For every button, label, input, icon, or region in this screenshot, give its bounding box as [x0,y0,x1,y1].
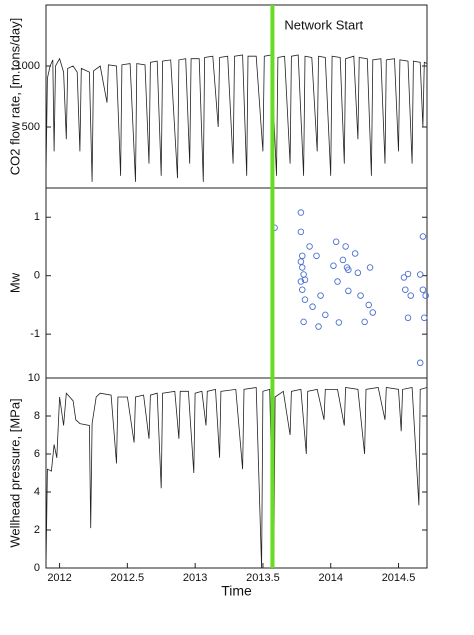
panel-frame [45,187,428,379]
data-point [334,278,341,285]
data-point [301,276,309,284]
data-point [306,243,313,250]
data-point [416,271,424,278]
data-point [297,228,305,236]
data-line [45,387,428,569]
x-tick-label: 2013.5 [246,572,280,584]
y-tick-label: 6 [34,448,40,460]
data-point [339,256,347,264]
data-point [300,318,307,326]
y-tick-label: 1000 [16,60,40,72]
data-point [300,271,307,278]
data-point [297,258,305,265]
x-tick-label: 2013 [183,572,207,584]
y-tick-label: 0 [34,270,40,282]
data-point [317,292,324,299]
y-tick-label: 8 [34,410,40,422]
data-point [419,286,427,293]
data-point [361,318,368,326]
data-point [299,264,306,271]
y-tick-label: -1 [30,328,40,340]
data-point [422,292,429,299]
y-tick-label: 500 [22,121,40,133]
data-point [402,286,409,293]
y-tick-label: 0 [34,562,40,574]
data-point [299,286,306,293]
data-point [342,243,349,250]
x-tick-label: 2012.5 [111,572,145,584]
data-point [357,292,364,299]
data-point [365,301,372,309]
x-tick-label: 2012 [47,572,71,584]
y-axis-label: Mw [7,272,22,293]
data-point [404,314,412,322]
data-point [301,296,309,303]
data-point [330,262,337,270]
data-point [345,266,352,274]
data-point [354,269,362,277]
y-tick-label: 4 [34,486,40,498]
data-point [313,252,320,260]
data-line [45,54,428,182]
data-point [407,292,414,299]
y-tick-label: 10 [28,372,40,384]
data-point [400,274,408,281]
x-tick-label: 2014.5 [382,572,416,584]
data-point [335,319,343,326]
panel-frame [45,377,428,569]
event-label: Network Start [284,17,363,32]
data-point [419,233,427,240]
data-point [351,250,359,257]
data-point [345,287,352,295]
panel-frame [45,4,428,189]
y-axis-label: CO2 flow rate, [m.tons/day] [7,18,22,176]
data-point [315,323,322,330]
y-axis-label: Wellhead pressure, [MPa] [7,398,22,547]
y-tick-label: 2 [34,524,40,536]
data-point [297,209,305,216]
y-tick-label: 1 [34,211,40,223]
data-point [322,311,329,319]
data-point [416,359,424,367]
x-tick-label: 2014 [318,572,342,584]
data-point [299,252,306,260]
x-axis-label: Time [221,583,252,599]
data-point [369,309,377,316]
data-point [421,314,428,322]
data-point [404,270,412,278]
data-point [366,264,374,271]
data-point [309,303,316,310]
data-point [297,278,305,285]
data-point [332,238,340,246]
